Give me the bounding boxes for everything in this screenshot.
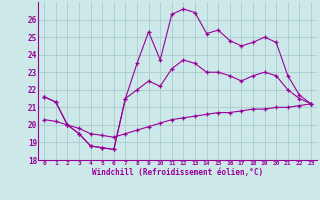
- X-axis label: Windchill (Refroidissement éolien,°C): Windchill (Refroidissement éolien,°C): [92, 168, 263, 177]
